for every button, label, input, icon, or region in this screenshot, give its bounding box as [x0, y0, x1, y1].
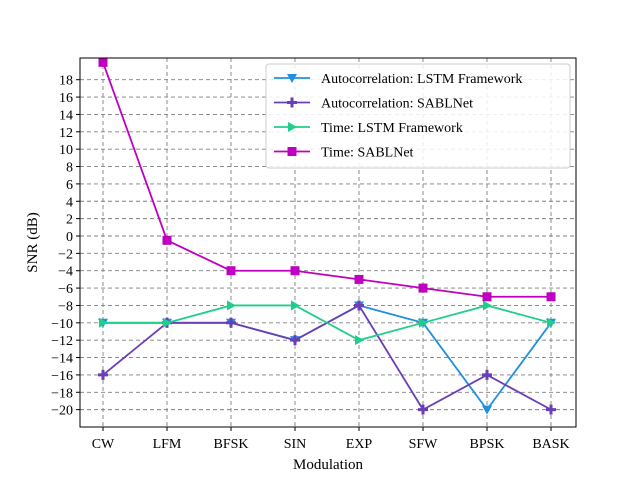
data-point — [290, 266, 300, 276]
data-point — [227, 300, 236, 311]
data-point — [98, 369, 108, 380]
series-line — [102, 62, 551, 298]
x-tick-label: BPSK — [469, 437, 504, 452]
series-3 — [99, 300, 556, 346]
data-point — [163, 317, 172, 328]
series-4 — [98, 57, 556, 302]
legend-label: Autocorrelation: SABLNet — [321, 97, 473, 112]
y-tick-label: −12 — [51, 334, 73, 349]
legend-label: Autocorrelation: LSTM Framework — [321, 72, 522, 87]
legend-box — [265, 63, 571, 169]
x-tick-label: SFW — [409, 437, 439, 452]
data-point — [546, 404, 556, 415]
y-tick-label: −8 — [58, 299, 73, 314]
data-point — [483, 300, 492, 311]
data-point — [291, 300, 300, 311]
y-tick-label: 12 — [59, 126, 73, 141]
y-tick-label: −10 — [51, 317, 73, 332]
data-point — [226, 317, 236, 328]
y-tick-label: 0 — [66, 230, 73, 245]
data-point — [482, 405, 492, 415]
data-point — [354, 300, 364, 311]
data-point — [354, 274, 364, 284]
legend-marker — [287, 97, 297, 108]
series-layer — [98, 57, 556, 415]
y-tick-label: 16 — [59, 91, 73, 106]
data-point — [355, 335, 364, 346]
series-line — [103, 304, 552, 342]
legend-item: Time: SABLNet — [274, 146, 414, 161]
plot-area-frame — [79, 57, 577, 428]
y-axis: −20−18−16−14−12−10−8−6−4−202468101214161… — [51, 74, 80, 419]
y-tick-label: 2 — [66, 213, 73, 228]
x-tick-label: SIN — [284, 437, 307, 452]
x-axis: CW LFM BFSK SIN EXP SFW BPSK BASK — [92, 427, 570, 452]
data-point — [290, 335, 300, 346]
data-point — [162, 235, 172, 245]
data-point — [482, 369, 492, 380]
legend-marker — [288, 122, 297, 132]
data-point — [418, 404, 428, 415]
data-point — [98, 57, 108, 67]
legend-label: Time: SABLNet — [321, 146, 414, 161]
y-tick-label: 4 — [66, 195, 73, 210]
data-point — [547, 317, 556, 328]
x-axis-label: Modulation — [293, 457, 363, 473]
data-point — [418, 283, 428, 293]
y-tick-label: −14 — [51, 352, 73, 367]
data-point — [419, 317, 428, 328]
y-tick-label: 8 — [66, 161, 73, 176]
y-tick-label: 10 — [59, 143, 73, 158]
y-tick-label: −6 — [58, 282, 73, 297]
legend-label: Time: LSTM Framework — [321, 121, 463, 136]
legend-marker — [287, 147, 297, 156]
y-axis-label: SNR (dB) — [25, 212, 41, 272]
x-tick-label: EXP — [346, 437, 373, 452]
legend-item: Time: LSTM Framework — [274, 121, 463, 136]
data-point — [99, 317, 108, 328]
x-tick-label: LFM — [153, 437, 182, 452]
y-tick-label: 14 — [59, 108, 73, 123]
legend-marker — [287, 74, 297, 83]
x-tick-label: BFSK — [213, 437, 248, 452]
legend-item: Autocorrelation: SABLNet — [274, 97, 473, 112]
y-tick-label: −4 — [58, 265, 73, 280]
data-point — [546, 292, 556, 302]
y-tick-label: −16 — [51, 369, 73, 384]
data-point — [482, 292, 492, 302]
data-point — [226, 266, 236, 276]
legend: Autocorrelation: LSTM Framework Autocorre… — [265, 63, 571, 169]
y-tick-label: −20 — [51, 404, 73, 419]
legend-item: Autocorrelation: LSTM Framework — [274, 72, 522, 87]
x-tick-label: CW — [92, 437, 115, 452]
y-tick-label: −2 — [58, 247, 73, 262]
y-tick-label: 6 — [66, 178, 73, 193]
y-tick-label: −18 — [51, 386, 73, 401]
x-tick-label: BASK — [532, 437, 569, 452]
y-tick-label: 18 — [59, 74, 73, 89]
